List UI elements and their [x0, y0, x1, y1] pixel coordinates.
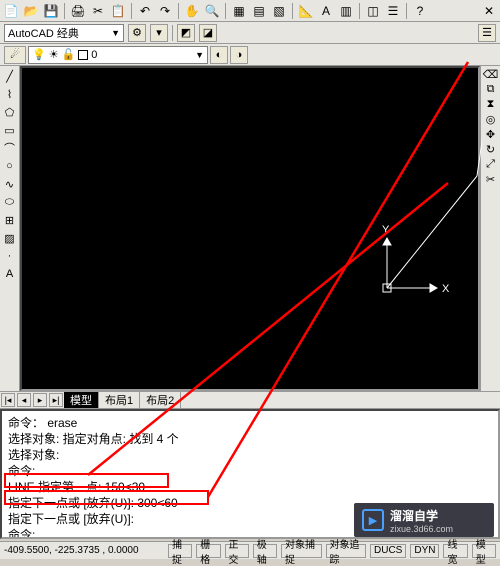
pan-icon[interactable]: ✋: [183, 2, 201, 20]
watermark-url: zixue.3d66.com: [390, 524, 453, 534]
color-swatch: [78, 50, 88, 60]
tab-row: |◂ ◂ ▸ ▸| 模型 布局1 布局2: [0, 391, 500, 409]
move-tool-icon[interactable]: ✥: [486, 128, 495, 141]
layer-mgr-icon[interactable]: ☰: [478, 24, 496, 42]
cmd-line: 选择对象:: [8, 447, 492, 463]
status-bar: -409.5500, -225.3735 , 0.0000 捕捉 栅格 正交 极…: [0, 541, 500, 559]
ellipse-tool-icon[interactable]: ⬭: [2, 194, 18, 210]
save-icon[interactable]: 💾: [42, 2, 60, 20]
text-tool-icon[interactable]: A: [2, 266, 18, 282]
nav-b-icon[interactable]: ◪: [199, 24, 217, 42]
nav-a-icon[interactable]: ◩: [177, 24, 195, 42]
cmd-line: 选择对象: 指定对角点: 找到 4 个: [8, 431, 492, 447]
scale-tool-icon[interactable]: ⤢: [486, 158, 495, 171]
close-icon[interactable]: ✕: [480, 2, 498, 20]
mode-polar[interactable]: 极轴: [253, 544, 277, 558]
help-icon[interactable]: ?: [411, 2, 429, 20]
ws-lock-icon[interactable]: ▾: [150, 24, 168, 42]
left-toolbar: ╱ ⌇ ⬠ ▭ ⌒ ○ ∿ ⬭ ⊞ ▨ · A: [0, 66, 20, 391]
undo-icon[interactable]: ↶: [136, 2, 154, 20]
circle-tool-icon[interactable]: ○: [2, 158, 18, 174]
tool-c-icon[interactable]: ▧: [270, 2, 288, 20]
layer-b-icon[interactable]: ◑: [230, 46, 248, 64]
point-tool-icon[interactable]: ·: [2, 248, 18, 264]
mode-osnap[interactable]: 对象捕捉: [281, 544, 322, 558]
trim-tool-icon[interactable]: ✂: [486, 173, 495, 186]
drawing-canvas[interactable]: X Y: [20, 66, 480, 391]
hatch-tool-icon[interactable]: ▨: [2, 230, 18, 246]
open-icon[interactable]: 📂: [22, 2, 40, 20]
tab-layout2[interactable]: 布局2: [140, 392, 181, 408]
mode-model[interactable]: 模型: [472, 544, 496, 558]
main-area: ╱ ⌇ ⬠ ▭ ⌒ ○ ∿ ⬭ ⊞ ▨ · A X Y: [0, 66, 500, 391]
sun-icon: ☀: [49, 48, 59, 61]
layer-a-icon[interactable]: ◐: [210, 46, 228, 64]
polyline-tool-icon[interactable]: ⌇: [2, 86, 18, 102]
cmd-line: 命令:: [8, 463, 492, 479]
layer-dropdown[interactable]: 💡 ☀ 🔓 0 ▼: [28, 46, 208, 64]
layer-prop-icon[interactable]: ☄: [4, 46, 26, 64]
line-tool-icon[interactable]: ╱: [2, 68, 18, 84]
tool-b-icon[interactable]: ▤: [250, 2, 268, 20]
toolbar-row-1: 📄 📂 💾 🖨 ✂ 📋 ↶ ↷ ✋ 🔍 ▦ ▤ ▧ 📐 A ▥ ◫ ☰ ? ✕: [0, 0, 500, 22]
cmd-line: LINE 指定第一点: 150<30: [8, 479, 492, 495]
mode-ortho[interactable]: 正交: [225, 544, 249, 558]
drawn-lines: [387, 128, 482, 288]
zoom-icon[interactable]: 🔍: [203, 2, 221, 20]
tab-next-icon[interactable]: ▸: [33, 393, 47, 407]
table-icon[interactable]: ▥: [337, 2, 355, 20]
right-toolbar: ⌫ ⧉ ⧗ ◎ ✥ ↻ ⤢ ✂: [480, 66, 500, 391]
offset-tool-icon[interactable]: ◎: [486, 113, 496, 126]
tab-last-icon[interactable]: ▸|: [49, 393, 63, 407]
cut-icon[interactable]: ✂: [89, 2, 107, 20]
chevron-down-icon: ▼: [111, 28, 120, 38]
insert-tool-icon[interactable]: ⊞: [2, 212, 18, 228]
rotate-tool-icon[interactable]: ↻: [486, 143, 495, 156]
mode-otrack[interactable]: 对象追踪: [326, 544, 367, 558]
redo-icon[interactable]: ↷: [156, 2, 174, 20]
layer-row: ☄ 💡 ☀ 🔓 0 ▼ ◐ ◑: [0, 44, 500, 66]
tool-a-icon[interactable]: ▦: [230, 2, 248, 20]
watermark: ▶ 溜溜自学 zixue.3d66.com: [354, 503, 494, 537]
arc-tool-icon[interactable]: ⌒: [2, 140, 18, 156]
erase-tool-icon[interactable]: ⌫: [483, 68, 499, 81]
mode-grid[interactable]: 栅格: [196, 544, 220, 558]
axis-x-label: X: [442, 283, 450, 295]
workspace-row: AutoCAD 经典 ▼ ⚙ ▾ ◩ ◪ ☰: [0, 22, 500, 44]
workspace-selected: AutoCAD 经典: [8, 25, 79, 41]
mode-dyn[interactable]: DYN: [410, 544, 439, 558]
workspace-dropdown[interactable]: AutoCAD 经典 ▼: [4, 24, 124, 42]
new-icon[interactable]: 📄: [2, 2, 20, 20]
rect-tool-icon[interactable]: ▭: [2, 122, 18, 138]
canvas-svg: X Y: [22, 68, 482, 389]
cmd-line: 命令： erase: [8, 415, 492, 431]
mode-ducs[interactable]: DUCS: [370, 544, 406, 558]
tab-model[interactable]: 模型: [64, 392, 99, 408]
axis-y-label: Y: [382, 224, 390, 236]
coord-readout: -409.5500, -225.3735 , 0.0000: [4, 545, 164, 556]
dim-icon[interactable]: 📐: [297, 2, 315, 20]
chevron-down-icon: ▼: [195, 50, 204, 60]
block-icon[interactable]: ◫: [364, 2, 382, 20]
tab-prev-icon[interactable]: ◂: [17, 393, 31, 407]
copy-icon[interactable]: 📋: [109, 2, 127, 20]
ws-settings-icon[interactable]: ⚙: [128, 24, 146, 42]
mode-lwt[interactable]: 线宽: [443, 544, 467, 558]
lightbulb-icon: 💡: [32, 48, 46, 61]
spline-tool-icon[interactable]: ∿: [2, 176, 18, 192]
layer-name: 0: [91, 49, 97, 61]
polygon-tool-icon[interactable]: ⬠: [2, 104, 18, 120]
tab-first-icon[interactable]: |◂: [1, 393, 15, 407]
prop-icon[interactable]: ☰: [384, 2, 402, 20]
lock-icon: 🔓: [62, 48, 76, 61]
watermark-brand: 溜溜自学: [390, 507, 453, 524]
watermark-logo-icon: ▶: [362, 509, 384, 531]
mode-snap[interactable]: 捕捉: [168, 544, 192, 558]
text-icon[interactable]: A: [317, 2, 335, 20]
print-icon[interactable]: 🖨: [69, 2, 87, 20]
tab-layout1[interactable]: 布局1: [99, 392, 140, 408]
copy-tool-icon[interactable]: ⧉: [487, 83, 495, 96]
mirror-tool-icon[interactable]: ⧗: [487, 98, 495, 111]
